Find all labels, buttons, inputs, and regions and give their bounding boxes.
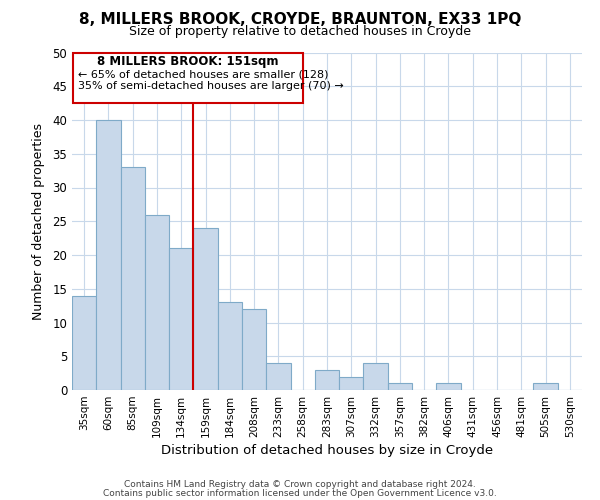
Bar — [218, 302, 242, 390]
Text: Contains HM Land Registry data © Crown copyright and database right 2024.: Contains HM Land Registry data © Crown c… — [124, 480, 476, 489]
Text: 8 MILLERS BROOK: 151sqm: 8 MILLERS BROOK: 151sqm — [97, 55, 279, 68]
Bar — [339, 376, 364, 390]
X-axis label: Distribution of detached houses by size in Croyde: Distribution of detached houses by size … — [161, 444, 493, 457]
Bar — [73, 52, 303, 103]
Bar — [145, 214, 169, 390]
Text: 35% of semi-detached houses are larger (70) →: 35% of semi-detached houses are larger (… — [78, 81, 344, 91]
Bar — [242, 309, 266, 390]
Bar — [169, 248, 193, 390]
Bar — [533, 383, 558, 390]
Bar — [266, 363, 290, 390]
Bar — [121, 167, 145, 390]
Y-axis label: Number of detached properties: Number of detached properties — [32, 122, 46, 320]
Bar — [193, 228, 218, 390]
Bar — [436, 383, 461, 390]
Text: ← 65% of detached houses are smaller (128): ← 65% of detached houses are smaller (12… — [78, 69, 329, 79]
Text: Contains public sector information licensed under the Open Government Licence v3: Contains public sector information licen… — [103, 488, 497, 498]
Text: 8, MILLERS BROOK, CROYDE, BRAUNTON, EX33 1PQ: 8, MILLERS BROOK, CROYDE, BRAUNTON, EX33… — [79, 12, 521, 28]
Bar — [96, 120, 121, 390]
Bar — [72, 296, 96, 390]
Text: Size of property relative to detached houses in Croyde: Size of property relative to detached ho… — [129, 25, 471, 38]
Bar — [315, 370, 339, 390]
Bar — [364, 363, 388, 390]
Bar — [388, 383, 412, 390]
